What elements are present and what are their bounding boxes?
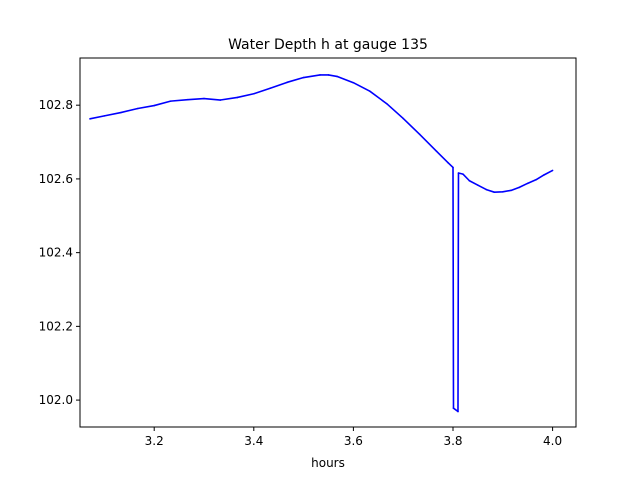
y-tick-label: 102.2 — [39, 319, 73, 333]
x-tick-label: 3.4 — [244, 434, 263, 448]
series-line — [89, 74, 553, 413]
y-tick-label: 102.0 — [39, 393, 73, 407]
data-point — [352, 81, 355, 84]
data-point — [136, 107, 139, 110]
data-point — [369, 90, 371, 92]
data-point — [169, 100, 172, 102]
data-point — [236, 96, 239, 99]
data-point — [103, 115, 106, 117]
data-point — [89, 118, 91, 120]
data-point — [203, 97, 205, 100]
data-point — [457, 410, 459, 413]
data-point — [452, 166, 454, 169]
data-point — [153, 104, 155, 107]
data-point — [535, 178, 537, 181]
data-point — [435, 150, 438, 153]
x-axis-label: hours — [311, 456, 345, 470]
data-point — [286, 81, 288, 84]
plot-area — [89, 74, 554, 413]
x-tick-label: 4.0 — [543, 434, 562, 448]
data-point — [120, 111, 122, 114]
y-tick-label: 102.6 — [39, 172, 73, 186]
data-point — [302, 76, 305, 79]
y-axis: 102.0 102.2 102.4 102.6 102.8 — [39, 98, 80, 407]
data-point — [518, 186, 521, 189]
data-point — [319, 74, 321, 76]
data-point — [385, 102, 388, 105]
data-point — [468, 179, 471, 182]
data-point — [253, 92, 255, 95]
chart-title: Water Depth h at gauge 135 — [228, 37, 428, 53]
data-point — [418, 133, 421, 136]
data-point — [269, 87, 272, 90]
data-point — [186, 98, 189, 101]
data-point — [219, 99, 222, 101]
data-point — [543, 174, 545, 176]
y-tick-label: 102.4 — [39, 246, 73, 260]
data-point — [502, 191, 504, 193]
data-point — [551, 169, 554, 172]
data-point — [327, 74, 330, 76]
x-tick-label: 3.2 — [145, 434, 164, 448]
y-tick-label: 102.8 — [39, 98, 73, 112]
data-point — [336, 75, 338, 78]
data-point — [493, 191, 496, 193]
data-point — [477, 184, 479, 186]
data-point — [526, 182, 529, 185]
x-tick-label: 3.8 — [443, 434, 462, 448]
data-point — [462, 173, 464, 175]
data-point — [457, 172, 460, 174]
data-point — [447, 161, 449, 164]
data-point — [485, 188, 488, 191]
data-point — [402, 117, 405, 120]
x-tick-label: 3.6 — [344, 434, 363, 448]
axes-frame — [79, 57, 577, 428]
x-axis: 3.2 3.4 3.6 3.8 4.0 — [145, 427, 562, 448]
data-point — [510, 189, 513, 192]
data-point — [452, 407, 455, 410]
